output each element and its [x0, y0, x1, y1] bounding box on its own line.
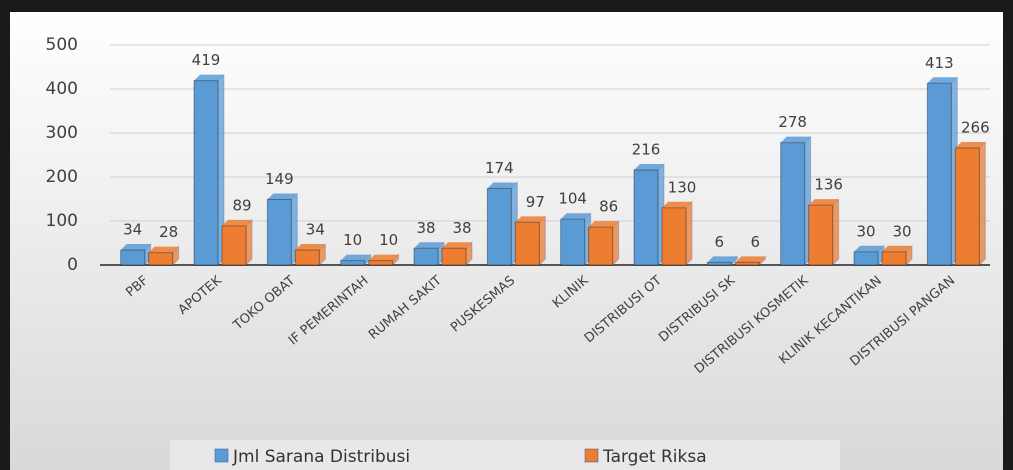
y-tick-label: 0 — [67, 255, 78, 275]
bar-top — [808, 199, 839, 206]
data-label: 149 — [265, 170, 294, 188]
data-label: 419 — [192, 51, 221, 69]
bar — [853, 251, 879, 266]
data-label: 6 — [751, 233, 761, 251]
bar-top — [194, 74, 224, 81]
bar — [633, 169, 659, 266]
data-label: 34 — [306, 221, 325, 239]
bar-top — [515, 216, 546, 223]
bar — [954, 147, 980, 266]
legend-box — [170, 440, 840, 470]
data-label: 130 — [668, 178, 697, 196]
data-label: 38 — [452, 219, 471, 237]
bar — [486, 187, 512, 266]
bar-top — [707, 256, 738, 263]
bar-top — [442, 242, 472, 249]
bar-top — [295, 244, 326, 251]
bar — [808, 204, 834, 266]
legend-label: Jml Sarana Distribusi — [232, 447, 410, 467]
legend-label: Target Riksa — [602, 447, 707, 467]
bar — [706, 261, 732, 266]
y-tick-label: 400 — [46, 79, 78, 99]
bar-top — [735, 256, 766, 263]
data-label: 10 — [343, 231, 362, 249]
data-label: 86 — [599, 198, 618, 216]
bar-top — [120, 244, 151, 251]
legend-swatch — [214, 448, 229, 463]
bar-top — [955, 141, 986, 148]
bar — [413, 247, 439, 266]
data-label: 97 — [526, 193, 545, 211]
data-label: 34 — [123, 221, 142, 239]
bar — [588, 226, 614, 266]
data-label: 6 — [715, 233, 725, 251]
bar-top — [487, 182, 518, 189]
y-tick-label: 200 — [46, 167, 78, 187]
legend-swatch — [584, 448, 599, 463]
bar — [294, 249, 320, 266]
bar-top — [662, 201, 692, 208]
bar — [266, 198, 292, 266]
data-label: 38 — [416, 219, 435, 237]
bar — [661, 207, 687, 266]
bar — [148, 252, 174, 266]
bar — [441, 247, 467, 266]
bar-top — [634, 163, 664, 170]
bar — [780, 142, 806, 266]
bar — [120, 249, 146, 266]
bar — [340, 260, 366, 266]
data-label: 30 — [892, 222, 911, 240]
bar-top — [854, 245, 884, 252]
data-label: 104 — [558, 190, 587, 208]
data-label: 30 — [856, 222, 875, 240]
bar-top — [222, 219, 252, 226]
data-label: 413 — [925, 54, 954, 72]
bar-top — [414, 242, 444, 249]
data-label: 10 — [379, 231, 398, 249]
bar — [881, 251, 907, 266]
bar-top — [927, 77, 958, 84]
bar-top — [148, 246, 179, 253]
bar-side — [978, 140, 986, 267]
bar-side — [612, 219, 620, 267]
data-label: 89 — [232, 196, 251, 214]
data-label: 136 — [814, 176, 843, 194]
data-label: 28 — [159, 223, 178, 241]
y-tick-label: 100 — [46, 211, 78, 231]
bar — [193, 80, 219, 266]
bar — [514, 221, 540, 266]
bar — [926, 82, 952, 266]
bar-top — [560, 213, 591, 220]
bar — [368, 260, 394, 266]
data-label: 278 — [778, 113, 807, 131]
bar-top — [588, 221, 619, 228]
data-label: 174 — [485, 159, 514, 177]
bar-top — [340, 254, 371, 261]
data-label: 266 — [961, 118, 990, 136]
bar-top — [267, 193, 298, 200]
data-label: 216 — [632, 140, 661, 158]
bar-top — [882, 245, 912, 252]
y-tick-label: 500 — [46, 35, 78, 55]
bar — [560, 218, 586, 266]
bar-top — [780, 136, 811, 143]
bar-side — [685, 200, 693, 267]
bar — [734, 261, 760, 266]
bar — [221, 225, 247, 266]
y-tick-label: 300 — [46, 123, 78, 143]
bar-side — [832, 197, 840, 267]
bar-side — [538, 215, 546, 267]
bar-side — [245, 218, 253, 267]
bar-top — [368, 254, 399, 261]
